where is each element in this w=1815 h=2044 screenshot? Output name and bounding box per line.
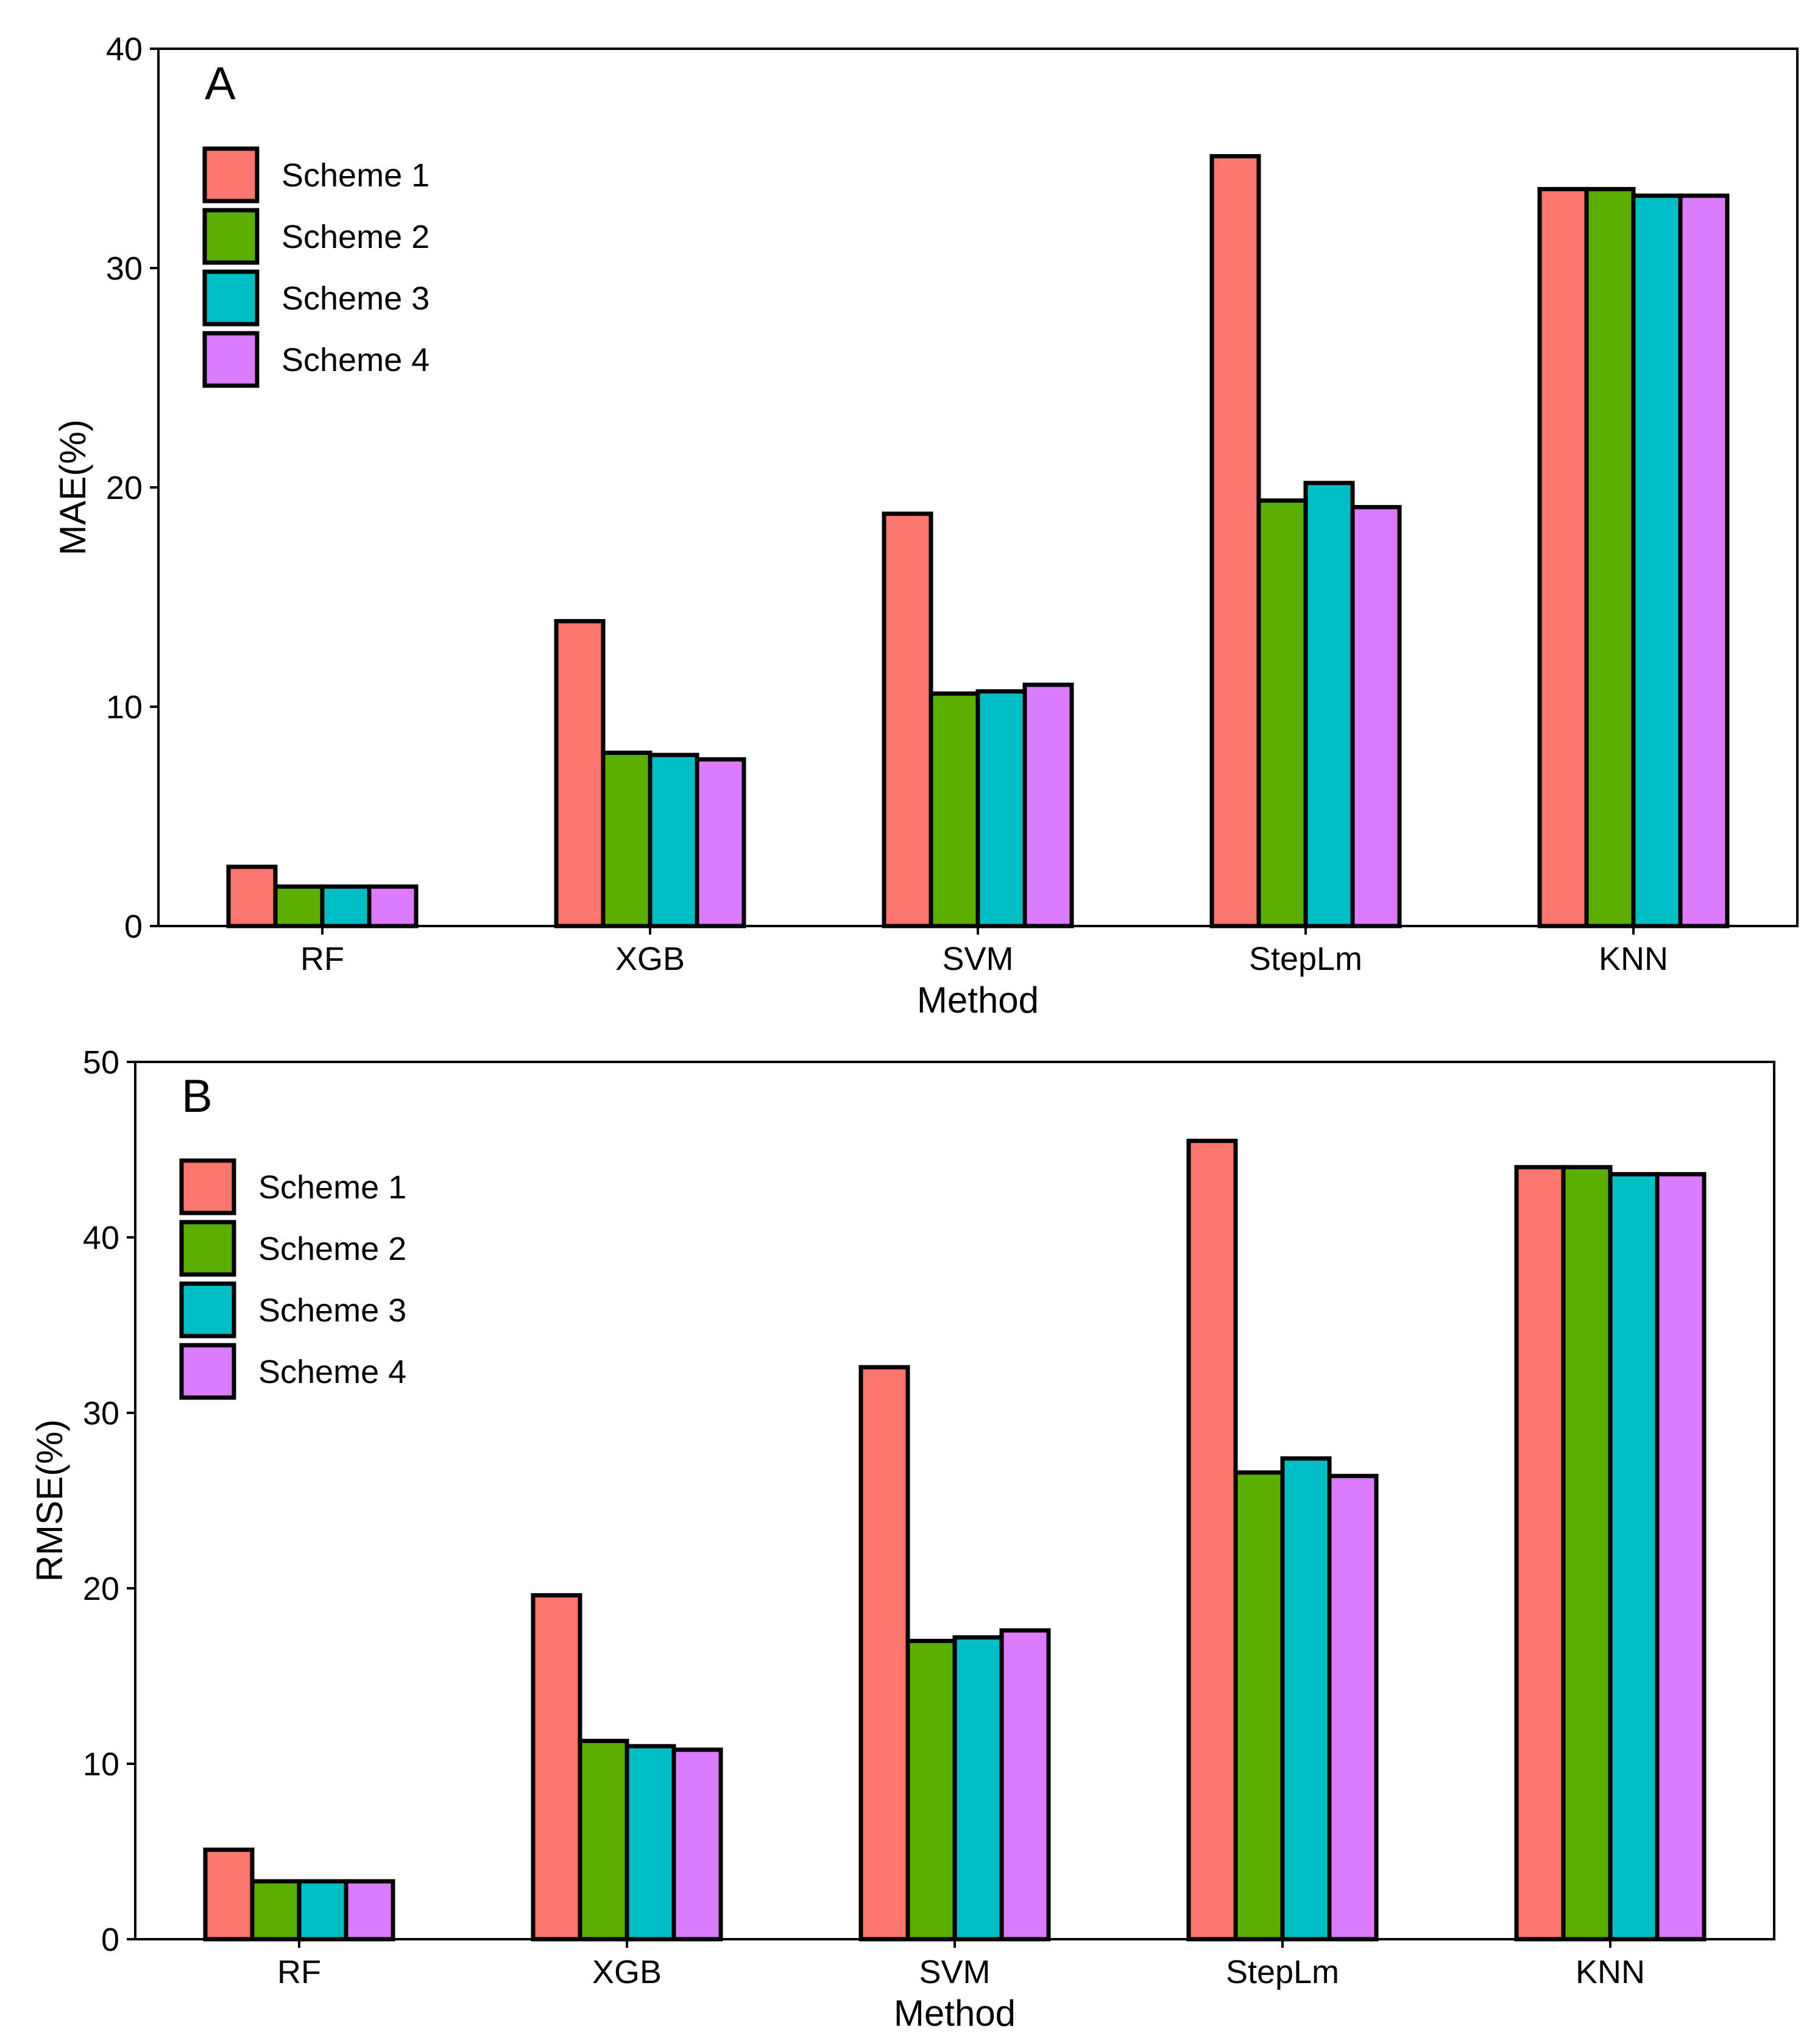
x-axis-ticks: RF XGB SVM StepLm KNN — [300, 926, 1668, 977]
x-tick-label: SVM — [942, 941, 1013, 977]
bar-knn-scheme-2 — [1584, 186, 1636, 928]
x-tick-label: StepLm — [1226, 1954, 1339, 1990]
legend: Scheme 1 Scheme 2 Scheme 3 Scheme 4 — [179, 1158, 406, 1400]
legend-label: Scheme 1 — [281, 157, 430, 194]
y-tick-label: 40 — [106, 31, 143, 68]
x-tick-label: XGB — [592, 1954, 662, 1990]
bar-svm-scheme-4 — [1022, 682, 1074, 928]
y-tick-label: 50 — [83, 1044, 119, 1081]
legend-swatch — [202, 331, 260, 388]
bar-xgb-scheme-3 — [624, 1744, 676, 1942]
bar-steplm-scheme-3 — [1280, 1456, 1332, 1942]
x-axis-label: Method — [917, 980, 1039, 1020]
bar-knn-scheme-4 — [1678, 193, 1730, 928]
bar-xgb-scheme-1 — [531, 1593, 582, 1942]
bar-knn-scheme-1 — [1514, 1165, 1566, 1942]
bar-svm-scheme-3 — [952, 1635, 1004, 1942]
legend-label: Scheme 3 — [258, 1292, 406, 1329]
bar-svm-scheme-4 — [999, 1628, 1051, 1942]
bar-xgb-scheme-2 — [578, 1739, 629, 1942]
bar-xgb-scheme-2 — [601, 751, 653, 928]
legend-swatch — [202, 146, 260, 203]
bar-rf-scheme-2 — [273, 884, 325, 928]
bar-rf-scheme-4 — [344, 1879, 395, 1942]
legend-swatch — [202, 269, 260, 327]
y-tick-label: 40 — [83, 1220, 119, 1256]
legend-label: Scheme 3 — [281, 280, 430, 317]
rmse-chart-panel: B 0 10 20 30 40 50 RF XGB SVM StepLm KNN Method R… — [29, 1044, 1775, 2034]
bar-group — [226, 154, 1730, 928]
bar-steplm-scheme-4 — [1350, 504, 1402, 928]
y-axis-label: RMSE(%) — [29, 1420, 70, 1582]
bar-knn-scheme-3 — [1631, 193, 1683, 928]
legend-label: Scheme 4 — [258, 1354, 406, 1390]
y-axis-ticks: 0 10 20 30 40 50 — [83, 1044, 135, 1958]
x-tick-label: KNN — [1576, 1954, 1645, 1990]
y-tick-label: 10 — [83, 1746, 119, 1783]
bar-svm-scheme-2 — [929, 691, 980, 928]
y-tick-label: 10 — [106, 689, 143, 726]
y-tick-label: 20 — [106, 470, 143, 506]
legend-label: Scheme 1 — [258, 1169, 406, 1206]
y-axis-ticks: 0 10 20 30 40 — [106, 31, 158, 945]
bar-rf-scheme-2 — [250, 1879, 302, 1942]
bar-rf-scheme-3 — [297, 1879, 348, 1942]
legend-swatch — [179, 1343, 236, 1400]
legend-label: Scheme 4 — [281, 342, 430, 378]
bar-steplm-scheme-1 — [1209, 154, 1261, 928]
mae-chart-panel: A 0 10 20 30 40 RF XGB SVM StepLm KNN Method MAE… — [52, 31, 1799, 1020]
x-tick-label: KNN — [1599, 941, 1668, 977]
x-tick-label: RF — [300, 941, 344, 977]
bar-group — [203, 1139, 1707, 1942]
y-axis-label: MAE(%) — [52, 419, 93, 555]
legend-swatch — [179, 1281, 236, 1339]
x-tick-label: SVM — [919, 1954, 990, 1990]
legend-swatch — [179, 1158, 236, 1215]
bar-steplm-scheme-3 — [1303, 481, 1355, 928]
legend-label: Scheme 2 — [258, 1231, 406, 1267]
bar-xgb-scheme-3 — [648, 752, 699, 928]
bar-knn-scheme-1 — [1537, 186, 1589, 928]
panel-letter: B — [182, 1070, 213, 1122]
bar-steplm-scheme-2 — [1256, 498, 1308, 928]
legend-label: Scheme 2 — [281, 219, 430, 255]
bar-svm-scheme-1 — [882, 511, 933, 928]
legend-swatch — [202, 208, 260, 265]
bar-steplm-scheme-4 — [1327, 1474, 1379, 1942]
bar-xgb-scheme-4 — [671, 1747, 723, 1942]
bar-rf-scheme-4 — [367, 884, 419, 928]
y-tick-label: 30 — [106, 250, 143, 287]
bar-knn-scheme-4 — [1655, 1172, 1707, 1942]
panel-letter: A — [205, 58, 236, 110]
bar-xgb-scheme-1 — [554, 619, 606, 928]
y-tick-label: 0 — [124, 908, 143, 945]
x-tick-label: RF — [277, 1954, 321, 1990]
bar-knn-scheme-3 — [1608, 1172, 1660, 1942]
bar-steplm-scheme-2 — [1233, 1470, 1285, 1942]
bar-knn-scheme-2 — [1561, 1165, 1613, 1942]
bar-rf-scheme-1 — [203, 1847, 255, 1942]
bar-xgb-scheme-4 — [695, 757, 746, 928]
legend: Scheme 1 Scheme 2 Scheme 3 Scheme 4 — [202, 146, 430, 388]
bar-svm-scheme-3 — [975, 689, 1027, 928]
x-axis-ticks: RF XGB SVM StepLm KNN — [277, 1939, 1645, 1990]
y-tick-label: 0 — [101, 1922, 119, 1958]
bar-svm-scheme-1 — [858, 1365, 910, 1942]
bar-rf-scheme-3 — [320, 884, 372, 928]
y-tick-label: 30 — [83, 1395, 119, 1432]
x-tick-label: XGB — [615, 941, 685, 977]
bar-rf-scheme-1 — [226, 865, 278, 928]
bar-steplm-scheme-1 — [1186, 1139, 1238, 1942]
x-axis-label: Method — [894, 1993, 1016, 2034]
legend-swatch — [179, 1220, 236, 1277]
x-tick-label: StepLm — [1249, 941, 1362, 977]
y-tick-label: 20 — [83, 1571, 119, 1607]
bar-svm-scheme-2 — [905, 1638, 957, 1942]
